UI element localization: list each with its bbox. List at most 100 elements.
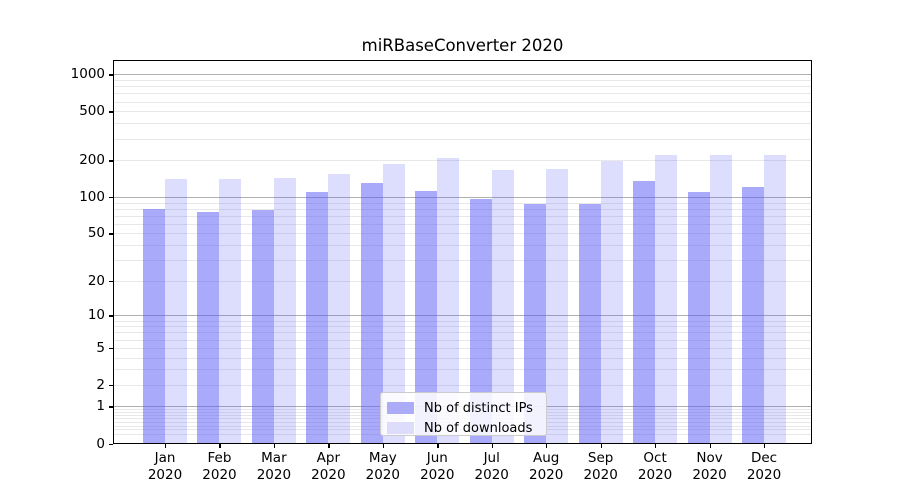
bar-distinct-ips-jun: [415, 191, 438, 444]
x-label-sep: Sep 2020: [583, 450, 618, 483]
bar-distinct-ips-aug: [524, 203, 547, 444]
gridline-minor: [113, 202, 812, 204]
bar-downloads-apr: [328, 174, 351, 444]
gridline-minor: [113, 160, 812, 162]
gridline-minor: [113, 123, 812, 125]
y-label-1000: 1000: [70, 66, 105, 83]
x-tick-sep: [600, 443, 602, 448]
bar-distinct-ips-oct: [633, 180, 656, 444]
y-tick-5: [108, 347, 113, 350]
x-label-mar: Mar 2020: [256, 450, 292, 483]
bar-distinct-ips-sep: [578, 203, 601, 444]
y-tick-50: [108, 233, 113, 235]
x-tick-apr: [328, 443, 330, 448]
legend-swatch-distinct-ips: [387, 402, 414, 414]
y-label-1: 1: [96, 398, 105, 415]
gridline-minor: [113, 260, 812, 262]
y-label-0: 0: [96, 435, 105, 452]
legend-swatch-downloads: [387, 422, 414, 434]
x-label-nov: Nov 2020: [692, 450, 727, 483]
gridline-major: [113, 196, 812, 198]
x-tick-jul: [491, 443, 494, 448]
bar-downloads-mar: [273, 177, 296, 444]
gridline-minor: [113, 93, 812, 95]
gridline-minor: [113, 80, 812, 82]
bar-distinct-ips-may: [360, 183, 383, 444]
y-label-2: 2: [96, 376, 105, 393]
legend-label-distinct-ips: Nb of distinct IPs: [424, 400, 533, 416]
bar-distinct-ips-dec: [742, 187, 764, 444]
x-label-aug: Aug 2020: [528, 450, 564, 483]
bar-downloads-sep: [600, 161, 623, 444]
bar-downloads-jan: [165, 179, 187, 444]
gridline-minor: [113, 357, 812, 359]
bar-downloads-jul: [491, 170, 514, 444]
x-label-jul: Jul 2020: [474, 450, 509, 483]
x-tick-may: [382, 443, 385, 448]
gridline-minor: [113, 101, 812, 103]
x-tick-nov: [709, 443, 711, 448]
y-label-500: 500: [79, 103, 105, 120]
bar-distinct-ips-jul: [469, 198, 492, 444]
gridline-minor: [113, 215, 812, 217]
gridline-minor: [113, 138, 812, 140]
x-tick-jan: [165, 443, 167, 448]
gridline-minor: [113, 208, 812, 210]
x-label-apr: Apr 2020: [311, 450, 346, 483]
bar-downloads-jun: [437, 157, 460, 444]
gridline-minor: [113, 245, 812, 247]
y-label-5: 5: [96, 339, 105, 356]
y-tick-1000: [108, 74, 113, 76]
gridline-minor: [113, 111, 812, 113]
gridline-minor: [113, 369, 812, 371]
x-label-oct: Oct 2020: [637, 450, 673, 483]
bar-downloads-oct: [655, 155, 678, 444]
bar-distinct-ips-apr: [306, 191, 329, 444]
x-tick-aug: [546, 443, 548, 448]
y-tick-2: [108, 384, 113, 387]
y-label-20: 20: [87, 272, 105, 289]
legend: Nb of distinct IPs Nb of downloads: [380, 392, 547, 436]
y-tick-1: [108, 406, 113, 408]
gridline-minor: [113, 86, 812, 88]
chart-title: miRBaseConverter 2020: [361, 36, 564, 55]
x-tick-dec: [764, 443, 766, 448]
gridline-minor: [113, 320, 812, 322]
y-tick-20: [108, 280, 113, 283]
gridline-minor: [113, 326, 812, 328]
x-tick-feb: [219, 443, 221, 448]
bar-downloads-dec: [764, 155, 786, 444]
bar-distinct-ips-jan: [143, 208, 165, 444]
gridline-minor: [113, 280, 812, 282]
y-tick-10: [108, 315, 113, 317]
y-tick-200: [108, 160, 113, 162]
x-label-jan: Jan 2020: [147, 450, 183, 483]
x-label-feb: Feb 2020: [202, 450, 237, 483]
y-label-50: 50: [87, 225, 105, 242]
gridline-minor: [113, 233, 812, 235]
legend-row-distinct-ips: Nb of distinct IPs: [387, 398, 546, 418]
y-tick-0: [108, 443, 113, 445]
bar-downloads-may: [382, 163, 405, 444]
bar-distinct-ips-nov: [687, 191, 710, 444]
gridline-minor: [113, 384, 812, 386]
x-label-jun: Jun 2020: [420, 450, 455, 483]
y-label-100: 100: [79, 188, 105, 205]
gridline-minor: [113, 339, 812, 341]
x-tick-oct: [655, 443, 657, 448]
bar-distinct-ips-feb: [197, 212, 220, 444]
bar-distinct-ips-mar: [251, 210, 274, 444]
y-label-200: 200: [79, 152, 105, 169]
gridline-major: [113, 315, 812, 317]
x-tick-mar: [273, 443, 276, 448]
gridline-minor: [113, 332, 812, 334]
gridline-minor: [113, 347, 812, 349]
gridline-minor: [113, 223, 812, 225]
legend-row-downloads: Nb of downloads: [387, 418, 546, 438]
x-tick-jun: [437, 443, 439, 448]
x-label-may: May 2020: [365, 450, 400, 483]
y-tick-500: [108, 111, 113, 113]
x-label-dec: Dec 2020: [746, 450, 782, 483]
bar-downloads-aug: [546, 168, 569, 444]
